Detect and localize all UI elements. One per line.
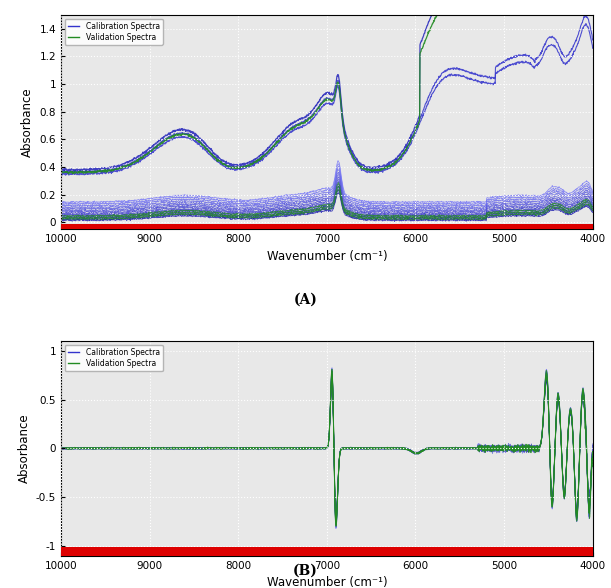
Legend: Calibration Spectra, Validation Spectra: Calibration Spectra, Validation Spectra	[65, 345, 163, 371]
Bar	[61, 547, 593, 557]
Y-axis label: Absorbance: Absorbance	[18, 413, 31, 483]
Text: (A): (A)	[293, 292, 318, 306]
Y-axis label: Absorbance: Absorbance	[21, 87, 34, 157]
Text: (B): (B)	[293, 563, 318, 577]
X-axis label: Wavenumber (cm⁻¹): Wavenumber (cm⁻¹)	[266, 576, 387, 588]
Bar	[61, 224, 593, 230]
Legend: Calibration Spectra, Validation Spectra: Calibration Spectra, Validation Spectra	[65, 18, 163, 45]
X-axis label: Wavenumber (cm⁻¹): Wavenumber (cm⁻¹)	[266, 250, 387, 263]
